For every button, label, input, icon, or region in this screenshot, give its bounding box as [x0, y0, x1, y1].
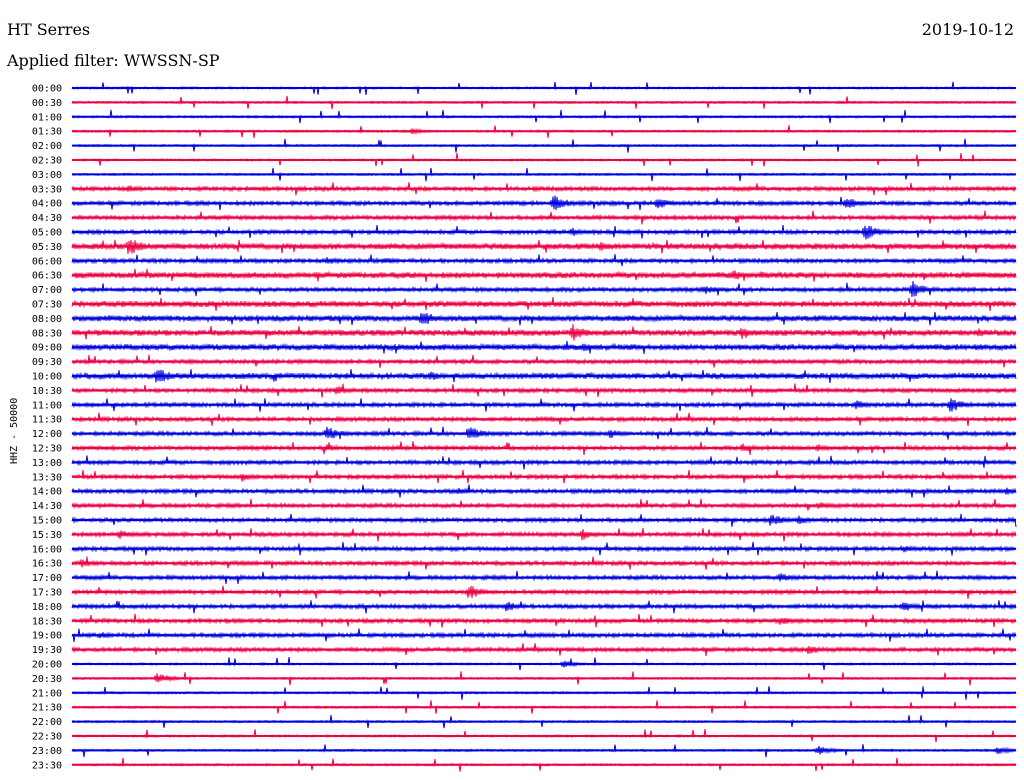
row-time-label: 02:00 — [32, 141, 62, 152]
row-time-label: 07:30 — [32, 300, 62, 311]
row-time-label: 03:30 — [32, 184, 62, 195]
row-time-label: 17:00 — [32, 573, 62, 584]
row-time-label: 04:30 — [32, 213, 62, 224]
row-time-label: 10:30 — [32, 386, 62, 397]
row-time-label: 01:00 — [32, 112, 62, 123]
row-time-label: 09:30 — [32, 357, 62, 368]
row-time-label: 21:00 — [32, 688, 62, 699]
trace-group — [71, 81, 1017, 772]
row-time-label: 18:00 — [32, 602, 62, 613]
time-label-group: 00:00 00:30 01:00 01:30 02:00 02:30 03:00 03:30… — [32, 84, 62, 772]
row-time-label: 06:30 — [32, 271, 62, 282]
row-time-label: 19:30 — [32, 645, 62, 656]
channel-label: HHZ - 50000 — [9, 398, 20, 464]
row-time-label: 01:30 — [32, 127, 62, 138]
row-time-label: 00:30 — [32, 98, 62, 109]
row-time-label: 13:30 — [32, 472, 62, 483]
row-time-label: 08:00 — [32, 314, 62, 325]
row-time-label: 14:00 — [32, 487, 62, 498]
row-time-label: 07:00 — [32, 285, 62, 296]
row-time-label: 21:30 — [32, 703, 62, 714]
date-label: 2019-10-12 — [921, 20, 1014, 39]
row-time-label: 05:30 — [32, 242, 62, 253]
row-time-label: 16:00 — [32, 544, 62, 555]
row-time-label: 03:00 — [32, 170, 62, 181]
row-time-label: 09:00 — [32, 343, 62, 354]
row-time-label: 05:00 — [32, 228, 62, 239]
row-time-label: 16:30 — [32, 559, 62, 570]
row-time-label: 00:00 — [32, 84, 62, 95]
row-time-label: 12:00 — [32, 429, 62, 440]
row-time-label: 15:00 — [32, 516, 62, 527]
row-time-label: 23:00 — [32, 746, 62, 757]
row-time-label: 20:00 — [32, 660, 62, 671]
row-time-label: 10:00 — [32, 372, 62, 383]
row-time-label: 23:30 — [32, 760, 62, 771]
row-time-label: 11:30 — [32, 415, 62, 426]
row-time-label: 19:00 — [32, 631, 62, 642]
row-time-label: 08:30 — [32, 328, 62, 339]
row-time-label: 06:00 — [32, 256, 62, 267]
filter-label: Applied filter: WWSSN-SP — [7, 51, 220, 70]
row-time-label: 20:30 — [32, 674, 62, 685]
row-time-label: 13:00 — [32, 458, 62, 469]
row-time-label: 17:30 — [32, 588, 62, 599]
row-time-label: 11:00 — [32, 400, 62, 411]
row-time-label: 02:30 — [32, 156, 62, 167]
row-time-label: 04:00 — [32, 199, 62, 210]
station-title: HT Serres — [7, 20, 91, 39]
row-time-label: 15:30 — [32, 530, 62, 541]
row-time-label: 12:30 — [32, 444, 62, 455]
row-time-label: 22:00 — [32, 717, 62, 728]
row-time-label: 22:30 — [32, 732, 62, 743]
row-time-label: 14:30 — [32, 501, 62, 512]
row-time-label: 18:30 — [32, 616, 62, 627]
